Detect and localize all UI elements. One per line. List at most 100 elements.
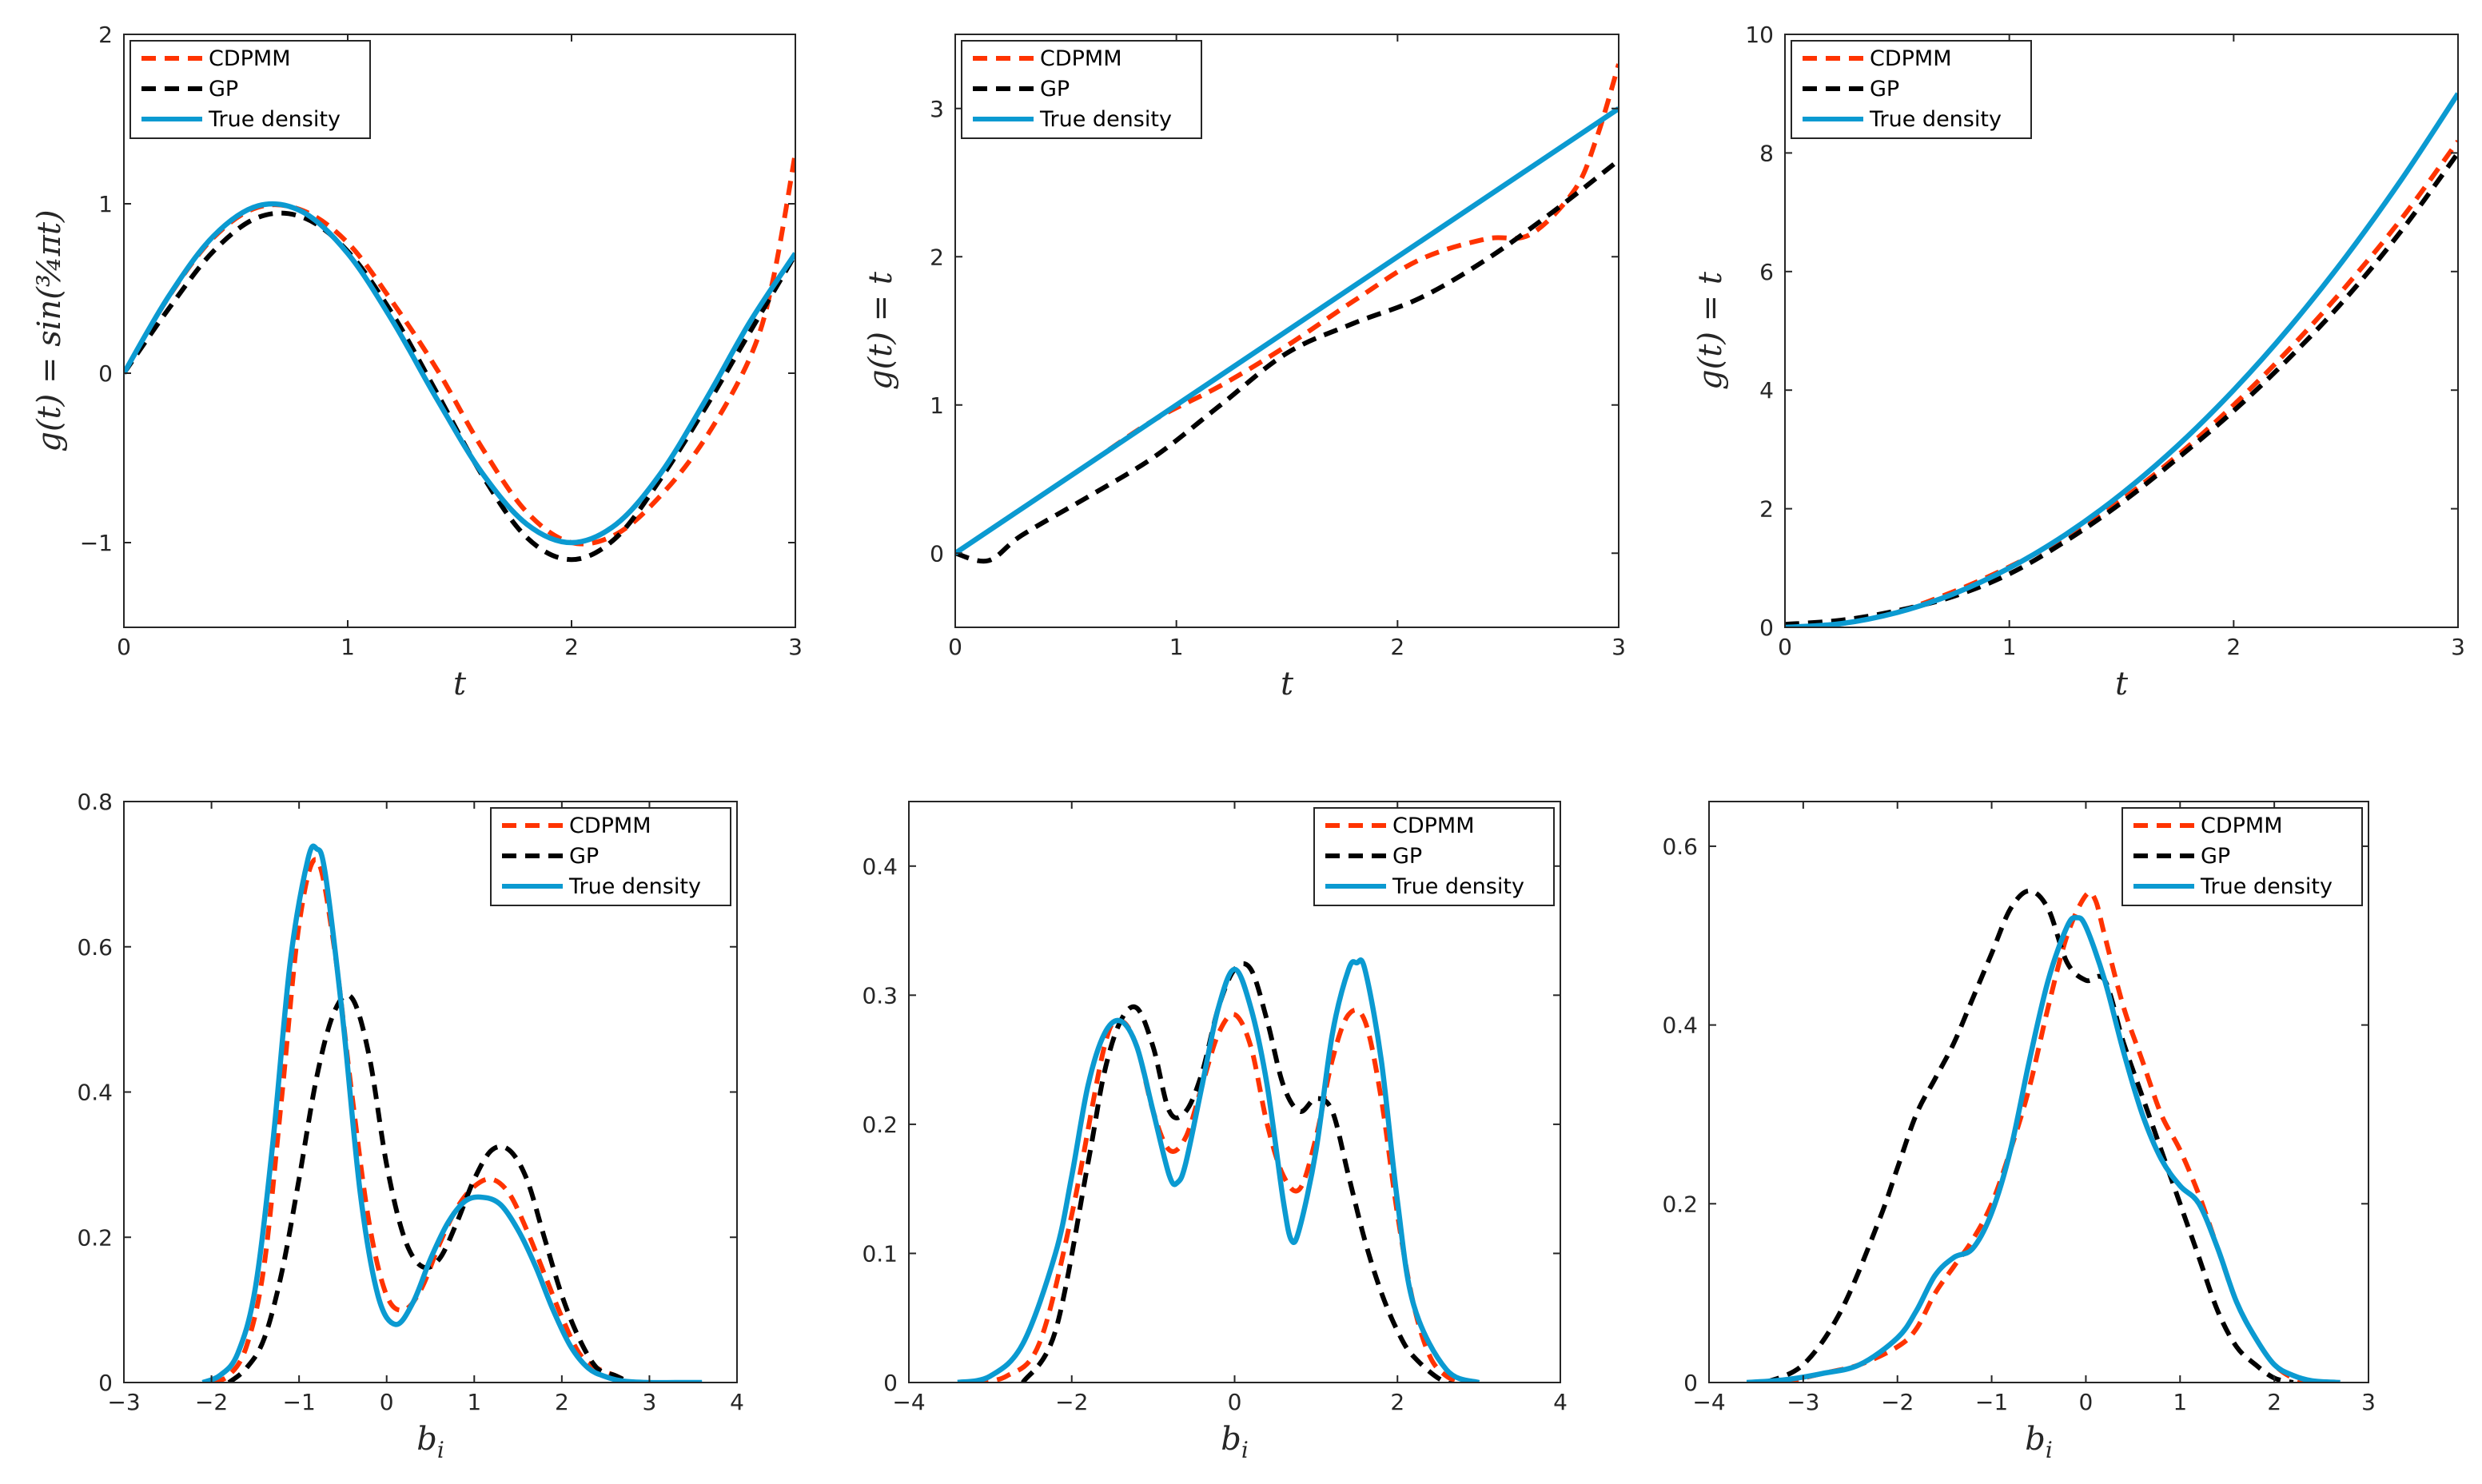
legend-label-true: True density: [208, 107, 341, 132]
axes-frame: [123, 34, 796, 628]
legend-label-gp: GP: [2201, 844, 2230, 869]
y-tick-label: 0: [1759, 615, 1774, 641]
x-tick-label: −4: [1692, 1389, 1725, 1415]
legend: CDPMM GP True density: [1313, 807, 1555, 906]
series-line-true: [124, 201, 795, 546]
legend-label-true: True density: [1039, 107, 1172, 132]
y-tick-label: 3: [930, 96, 944, 122]
series-line-cdpmm: [955, 63, 1619, 555]
legend-label-cdpmm: CDPMM: [2201, 814, 2283, 838]
series-group: [957, 957, 1480, 1383]
axes-frame: [1708, 801, 2369, 1383]
panel-5: −4 −2 0 2 4 0 0.1 0.2 0.3 0.4 bi CDPMM GP True densit…: [862, 801, 1568, 1463]
y-axis-label: g(t) = t: [1692, 271, 1729, 390]
legend-label-cdpmm: CDPMM: [1040, 46, 1122, 71]
x-axis-label: bi: [2025, 1421, 2053, 1463]
y-tick-label: 0.3: [862, 982, 898, 1009]
x-tick-label: −1: [283, 1389, 316, 1415]
y-tick-label: 0.4: [77, 1080, 113, 1106]
y-tick-label: 0: [883, 1370, 898, 1396]
legend-label-cdpmm: CDPMM: [1870, 46, 1952, 71]
x-tick-label: 2: [555, 1389, 569, 1415]
y-tick-label: 0.2: [77, 1224, 113, 1251]
x-tick-label: 3: [643, 1389, 657, 1415]
series-line-true: [957, 957, 1480, 1383]
x-tick-label: 1: [2173, 1389, 2187, 1415]
series-line-cdpmm: [124, 152, 795, 547]
y-tick-label: 1: [930, 392, 944, 419]
series-line-true: [201, 843, 703, 1383]
x-tick-label: 2: [1390, 1389, 1404, 1415]
y-tick-label: 2: [98, 22, 113, 48]
panel-4: −3 −2 −1 0 1 2 3 4 0 0.2 0.4 0.6 0.8 bi CDPMM GP True de…: [77, 789, 743, 1463]
x-tick-label: −3: [1787, 1389, 1819, 1415]
x-tick-label: 0: [2079, 1389, 2094, 1415]
series-line-true: [1785, 92, 2458, 627]
panel-1: 0 1 2 3 −1 0 1 2 t g(t) = sin(¾πt) CDPMM GP True den…: [31, 22, 803, 702]
y-tick-label: 0.1: [862, 1240, 898, 1267]
x-tick-label: 0: [380, 1389, 394, 1415]
series-line-gp: [955, 158, 1619, 564]
axes-frame: [1784, 34, 2459, 628]
legend: CDPMM GP True density: [490, 807, 731, 906]
x-axis-label-base: b: [416, 1421, 437, 1458]
legend-label-cdpmm: CDPMM: [569, 814, 651, 838]
x-tick-label: −3: [107, 1389, 140, 1415]
y-tick-label: 2: [930, 244, 944, 270]
x-tick-label: 2: [564, 634, 579, 660]
x-tick-label: 2: [2226, 634, 2241, 660]
series-line-gp: [227, 993, 650, 1383]
legend: CDPMM GP True density: [1791, 40, 2032, 139]
x-axis-label-base: b: [1221, 1421, 1241, 1458]
x-tick-label: −2: [1881, 1389, 1914, 1415]
x-tick-label: 4: [1553, 1389, 1568, 1415]
x-axis-label: t: [1281, 666, 1294, 702]
x-tick-label: 3: [1612, 634, 1626, 660]
y-tick-label: −1: [80, 530, 113, 556]
y-tick-label: 2: [1759, 496, 1774, 523]
series-line-gp: [1764, 888, 2294, 1383]
y-tick-label: 0.4: [862, 853, 898, 880]
legend: CDPMM GP True density: [2121, 807, 2363, 906]
x-tick-label: 0: [948, 634, 962, 660]
y-tick-label: 1: [98, 191, 113, 217]
y-tick-label: 4: [1759, 377, 1774, 404]
y-tick-label: 0.4: [1662, 1013, 1698, 1039]
x-tick-label: 3: [2361, 1389, 2376, 1415]
x-axis-label-sub: i: [1241, 1437, 1249, 1463]
y-tick-label: 0.8: [77, 789, 113, 815]
x-axis-label-base: b: [2025, 1421, 2046, 1458]
series-group: [1746, 888, 2341, 1383]
x-tick-label: 1: [341, 634, 355, 660]
panel-6: −4 −3 −2 −1 0 1 2 3 0 0.2 0.4 0.6 bi CDPMM GP True dens…: [1662, 801, 2376, 1463]
x-axis-label-sub: i: [437, 1437, 444, 1463]
x-tick-label: 0: [1778, 634, 1792, 660]
legend-label-gp: GP: [1040, 77, 1070, 101]
y-tick-label: 8: [1759, 140, 1774, 166]
x-axis-label-sub: i: [2046, 1437, 2053, 1463]
series-line-true: [1746, 915, 2341, 1383]
series-line-true: [955, 106, 1619, 555]
legend: CDPMM GP True density: [129, 40, 371, 139]
legend-label-gp: GP: [209, 77, 238, 101]
legend-label-gp: GP: [1870, 77, 1899, 101]
x-tick-label: −2: [195, 1389, 228, 1415]
y-tick-label: 0: [98, 360, 113, 387]
y-tick-label: 0.6: [77, 934, 113, 961]
panel-3: 0 1 2 3 0 2 4 6 8 10 t g(t) = t CDPMM GP True density: [1692, 22, 2465, 702]
x-tick-label: 1: [1169, 634, 1184, 660]
x-axis-label: bi: [416, 1421, 444, 1463]
series-group: [1785, 92, 2458, 627]
legend: CDPMM GP True density: [961, 40, 1202, 139]
series-line-gp: [1021, 961, 1480, 1383]
y-tick-label: 0: [98, 1370, 113, 1396]
legend-label-cdpmm: CDPMM: [209, 46, 291, 71]
y-tick-label: 0.2: [862, 1112, 898, 1138]
y-tick-label: 10: [1745, 22, 1774, 48]
series-group: [955, 63, 1619, 564]
axes-frame: [954, 34, 1619, 628]
legend-label-gp: GP: [1392, 844, 1422, 869]
legend-label-true: True density: [568, 874, 701, 899]
y-tick-label: 6: [1759, 259, 1774, 285]
